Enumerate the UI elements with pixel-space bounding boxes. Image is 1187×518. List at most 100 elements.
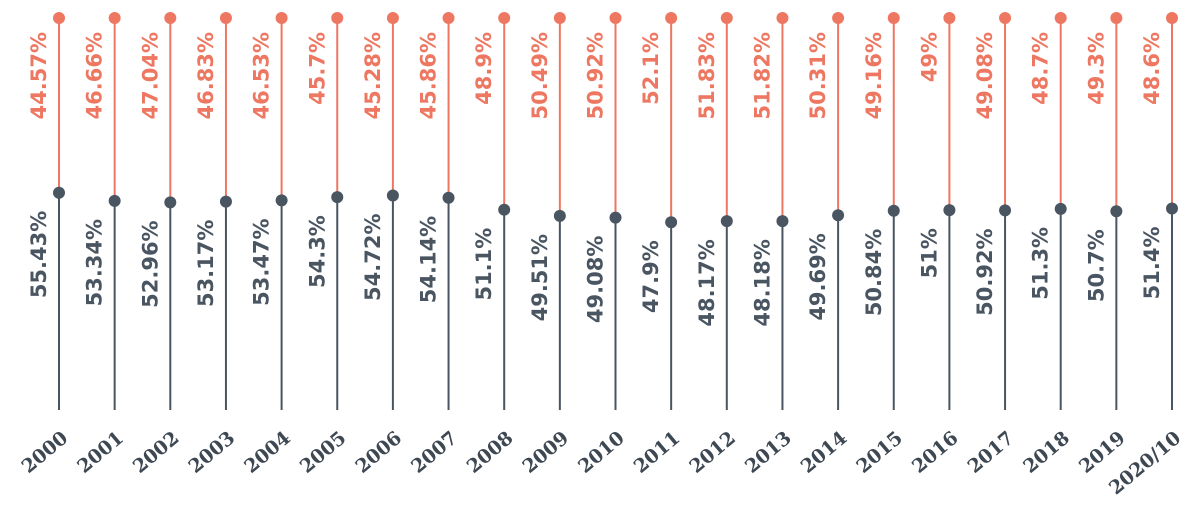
bottom-value-label: 51.4% (1140, 227, 1164, 300)
bottom-value-label: 47.9% (639, 240, 663, 313)
junction-dot (498, 203, 511, 216)
junction-dot (219, 195, 232, 208)
top-dot (498, 12, 511, 24)
junction-dot (943, 204, 956, 217)
x-tick-label: 2011 (630, 427, 685, 478)
bottom-value-label: 51.3% (1029, 227, 1053, 300)
top-value-label: 45.7% (305, 32, 329, 105)
x-tick-label: 2017 (964, 427, 1019, 478)
top-value-label: 48.7% (1029, 32, 1053, 105)
top-dot (442, 12, 455, 24)
top-value-label: 50.31% (806, 32, 830, 119)
top-value-label: 48.9% (472, 32, 496, 105)
junction-dot (442, 191, 455, 204)
x-tick-label: 2003 (185, 427, 240, 478)
junction-dot (999, 204, 1012, 217)
x-tick-label: 2018 (1019, 427, 1074, 478)
top-value-label: 49.3% (1084, 32, 1108, 105)
top-value-label: 48.6% (1140, 32, 1164, 105)
top-dot (553, 12, 566, 24)
junction-dot (1166, 202, 1178, 215)
x-tick-label: 2002 (129, 427, 184, 478)
top-value-label: 49.16% (862, 32, 886, 119)
top-dot (275, 12, 288, 24)
x-tick-label: 2006 (351, 427, 406, 478)
x-tick-label: 2015 (852, 427, 907, 478)
top-dot (53, 12, 65, 24)
x-tick-label: 2016 (908, 427, 963, 478)
junction-dot (609, 211, 622, 224)
junction-dot (665, 216, 678, 229)
top-dot (776, 12, 789, 24)
bottom-value-label: 53.34% (83, 219, 107, 306)
top-dot (832, 12, 845, 24)
junction-dot (386, 189, 399, 202)
top-value-label: 46.66% (83, 32, 107, 119)
junction-dot (275, 194, 288, 207)
top-value-label: 47.04% (138, 32, 162, 119)
top-value-label: 51.83% (695, 32, 719, 119)
bottom-value-label: 48.17% (695, 239, 719, 326)
top-dot (219, 12, 232, 24)
bottom-value-label: 51% (917, 228, 941, 278)
top-dot (887, 12, 900, 24)
top-value-label: 52.1% (639, 32, 663, 105)
top-value-label: 46.53% (250, 32, 274, 119)
top-value-label: 49% (917, 32, 941, 82)
x-tick-label: 2000 (18, 427, 73, 478)
top-dot (164, 12, 177, 24)
junction-dot (53, 186, 65, 199)
x-tick-label: 2009 (518, 427, 573, 478)
junction-dot (331, 191, 344, 204)
bottom-value-label: 52.96% (138, 220, 162, 307)
top-dot (108, 12, 121, 24)
bottom-value-label: 53.47% (250, 218, 274, 305)
x-tick-label: 2013 (741, 427, 796, 478)
junction-dot (720, 215, 733, 228)
bottom-value-label: 54.14% (417, 216, 441, 303)
top-dot (999, 12, 1012, 24)
bottom-value-label: 51.1% (472, 228, 496, 301)
top-dot (386, 12, 399, 24)
top-value-label: 50.92% (584, 32, 608, 119)
x-tick-label: 2001 (73, 427, 128, 478)
x-tick-label: 2008 (463, 427, 518, 478)
top-value-label: 50.49% (528, 32, 552, 119)
x-tick-label: 2010 (574, 427, 629, 478)
junction-dot (553, 209, 566, 222)
bottom-value-label: 54.3% (305, 215, 329, 288)
top-value-label: 49.08% (973, 32, 997, 119)
junction-dot (1054, 202, 1067, 215)
junction-dot (164, 196, 177, 209)
bottom-value-label: 50.84% (862, 229, 886, 316)
top-value-label: 46.83% (194, 32, 218, 119)
top-dot (331, 12, 344, 24)
top-value-label: 45.28% (361, 32, 385, 119)
bottom-value-label: 55.43% (27, 211, 51, 298)
bottom-value-label: 49.08% (584, 236, 608, 323)
top-value-label: 44.57% (27, 32, 51, 119)
bottom-value-label: 50.92% (973, 228, 997, 315)
bottom-value-label: 54.72% (361, 213, 385, 300)
junction-dot (776, 215, 789, 228)
bottom-value-label: 53.17% (194, 220, 218, 307)
bottom-value-label: 49.51% (528, 234, 552, 321)
top-dot (665, 12, 678, 24)
top-dot (1166, 12, 1178, 24)
junction-dot (1110, 205, 1123, 218)
x-tick-label: 2005 (296, 427, 351, 478)
junction-dot (887, 204, 900, 217)
junction-dot (832, 209, 845, 222)
bottom-value-label: 48.18% (750, 239, 774, 326)
bottom-value-label: 50.7% (1084, 229, 1108, 302)
top-dot (609, 12, 622, 24)
top-dot (1110, 12, 1123, 24)
bottom-value-label: 49.69% (806, 233, 830, 320)
top-value-label: 45.86% (417, 32, 441, 119)
x-tick-label: 2007 (407, 427, 462, 478)
junction-dot (108, 194, 121, 207)
top-dot (943, 12, 956, 24)
x-tick-label: 2014 (797, 427, 852, 478)
x-tick-label: 2004 (240, 427, 295, 478)
